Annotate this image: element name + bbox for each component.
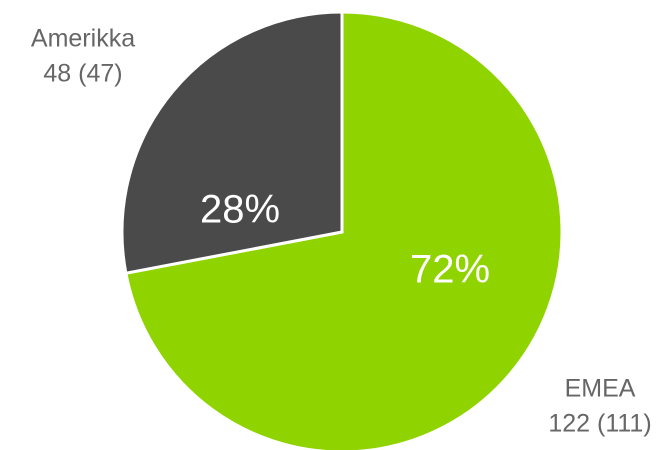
slice-percent-label: 72% [410, 248, 490, 292]
slice-category-label: EMEA [565, 375, 636, 403]
slice-percent-label: 28% [200, 188, 280, 232]
pie-slice [120, 10, 344, 275]
slice-category-label: Amerikka [31, 25, 135, 53]
slice-detail-label: 122 (111) [548, 410, 651, 438]
slice-detail-label: 48 (47) [43, 60, 122, 88]
pie-slice [124, 10, 564, 450]
